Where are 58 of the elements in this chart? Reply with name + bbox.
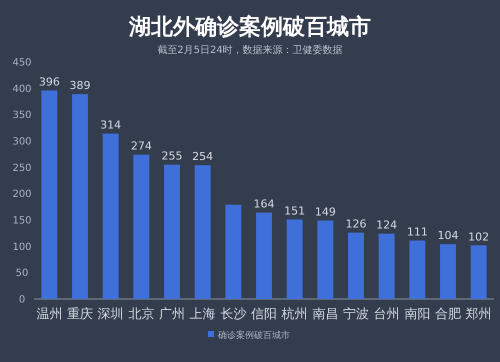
data-label: 102 (468, 230, 490, 244)
x-tick-label: 郑州 (466, 307, 492, 322)
data-label: 255 (162, 150, 182, 163)
chart-title: 湖北外确诊案例破百城市 (128, 14, 371, 40)
data-label: 314 (100, 118, 122, 132)
data-label: 389 (70, 79, 90, 92)
bar (317, 220, 334, 299)
data-label: 164 (254, 198, 274, 211)
x-tick-label: 温州 (36, 307, 62, 322)
y-tick-label: 250 (12, 162, 32, 174)
x-tick-label: 台州 (374, 307, 400, 322)
data-label: 124 (376, 218, 398, 232)
legend: 确诊案例破百城市 (208, 331, 290, 341)
bar (348, 232, 364, 299)
bar (225, 204, 242, 299)
bar (256, 212, 272, 299)
x-tick-label: 广州 (159, 307, 185, 322)
y-tick-label: 400 (12, 84, 32, 95)
x-tick-label: 杭州 (280, 307, 308, 322)
data-label: 149 (314, 206, 336, 219)
bar (378, 234, 395, 299)
bar (72, 94, 88, 299)
bar (164, 164, 180, 299)
bar (41, 90, 58, 299)
y-tick-label: 150 (12, 216, 32, 226)
bar (409, 240, 426, 299)
y-tick-label: 50 (16, 268, 28, 280)
x-tick-label: 深圳 (98, 307, 124, 322)
y-tick-label: 450 (12, 58, 32, 68)
data-label: 396 (38, 75, 60, 88)
y-tick-label: 200 (12, 189, 32, 200)
x-tick-label: 南阳 (404, 307, 430, 322)
y-tick-label: 300 (12, 136, 32, 148)
x-tick-label: 重庆 (67, 307, 93, 322)
y-tick-label: 100 (12, 242, 32, 253)
bar (102, 134, 119, 299)
chart-subtitle: 截至2月5日24时，数据来源：卫健委数据 (157, 44, 343, 56)
x-tick-label: 北京 (128, 307, 154, 322)
y-tick-label: 350 (12, 110, 32, 122)
x-tick-label: 宁波 (343, 306, 369, 322)
x-tick-label: 南昌 (312, 307, 338, 322)
x-tick-label: 信阳 (251, 307, 277, 322)
data-label: 111 (406, 226, 428, 239)
data-label: 274 (130, 140, 152, 153)
data-label: 254 (192, 150, 214, 164)
x-tick-label: 合肥 (435, 307, 461, 322)
data-label: 104 (438, 229, 458, 242)
bar (133, 154, 150, 299)
data-label: 126 (346, 218, 366, 231)
x-tick-label: 长沙 (220, 307, 246, 322)
x-tick-label: 上海 (190, 307, 216, 322)
y-tick-label: 0 (18, 294, 26, 306)
bar (470, 245, 487, 299)
bar (194, 165, 211, 299)
bar (286, 219, 303, 299)
data-label: 151 (284, 204, 306, 218)
legend-label: 确诊案例破百城市 (217, 330, 290, 341)
bar (440, 244, 456, 299)
